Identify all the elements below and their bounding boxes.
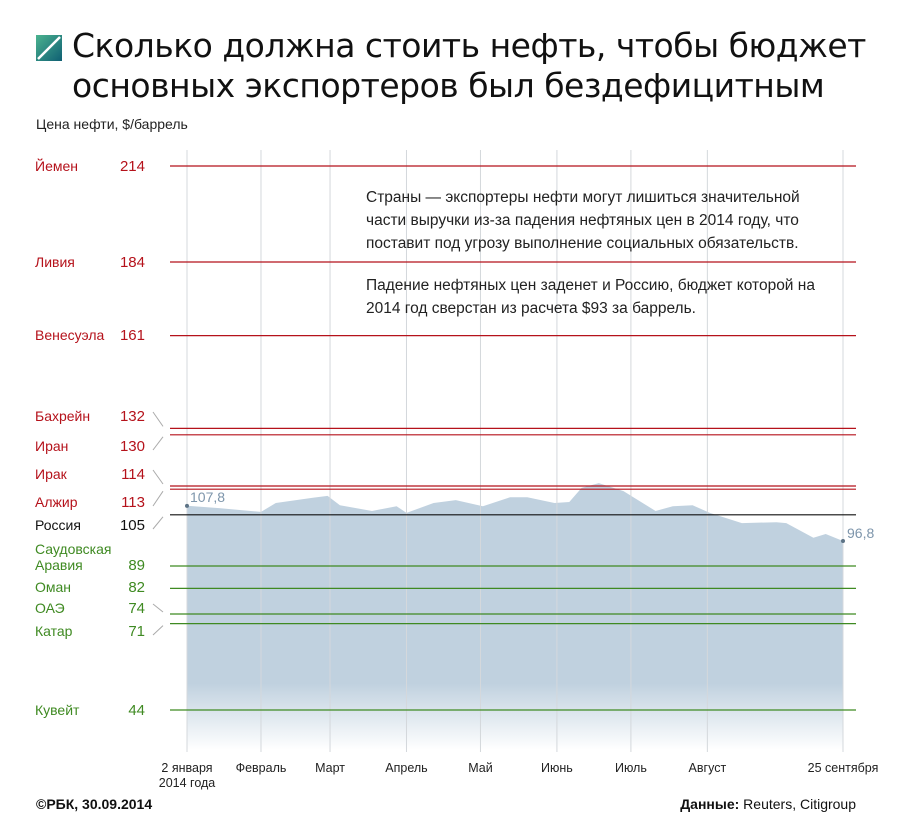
x-tick-label: Февраль: [236, 761, 287, 775]
country-label: Йемен: [35, 157, 78, 174]
connector-line: [152, 469, 164, 485]
connector-line: [152, 516, 164, 530]
country-label: Саудовская Аравия: [35, 541, 111, 573]
price-area: [187, 483, 843, 750]
country-label: Бахрейн: [35, 408, 90, 424]
data-source: Данные: Reuters, Citigroup: [680, 796, 856, 812]
start-point: [185, 503, 189, 508]
y-axis-label: Цена нефти, $/баррель: [36, 116, 188, 132]
x-tick-label: Май: [468, 761, 493, 775]
country-label: Оман: [35, 579, 71, 595]
x-tick-label: Август: [689, 761, 727, 775]
annotation-paragraph-1: Страны — экспортеры нефти могут лишиться…: [366, 189, 800, 252]
x-tick-label: Апрель: [385, 761, 427, 775]
country-label: Ирак: [35, 466, 68, 482]
breakeven-value-label: 71: [128, 623, 145, 640]
connector-line: [152, 436, 164, 451]
x-tick-label: 2 января 2014 года: [159, 761, 216, 790]
annotation-paragraph-2: Падение нефтяных цен заденет и Россию, б…: [366, 277, 815, 317]
breakeven-value-label: 44: [128, 702, 145, 719]
x-tick-label: Июль: [615, 761, 647, 775]
country-label: Венесуэла: [35, 327, 104, 343]
breakeven-value-label: 105: [120, 517, 145, 534]
breakeven-value-label: 184: [120, 254, 145, 271]
breakeven-value-label: 214: [120, 158, 145, 175]
rbc-logo-icon: [36, 35, 62, 61]
end-value-label: 96,8: [847, 525, 874, 541]
country-label: Кувейт: [35, 702, 80, 718]
country-label: Россия: [35, 517, 81, 533]
connector-line: [152, 411, 164, 427]
country-label: Катар: [35, 623, 73, 639]
breakeven-value-label: 132: [120, 408, 145, 425]
breakeven-value-label: 74: [128, 600, 145, 617]
country-label: Иран: [35, 438, 68, 454]
breakeven-value-label: 161: [120, 327, 145, 344]
connector-line: [152, 603, 164, 613]
connector-line: [152, 625, 164, 636]
breakeven-value-label: 82: [128, 579, 145, 596]
end-point: [841, 539, 845, 544]
breakeven-value-label: 130: [120, 438, 145, 455]
page-title: Сколько должна стоить нефть, чтобы бюдже…: [72, 26, 866, 105]
x-tick-label: Июнь: [541, 761, 573, 775]
x-tick-label: Март: [315, 761, 345, 775]
country-label: ОАЭ: [35, 600, 65, 616]
copyright: ©РБК, 30.09.2014: [36, 796, 153, 812]
country-label: Алжир: [35, 494, 78, 510]
breakeven-value-label: 113: [121, 494, 145, 511]
breakeven-value-label: 114: [121, 466, 145, 483]
breakeven-value-label: 89: [128, 557, 145, 574]
connector-line: [152, 490, 164, 507]
x-tick-label: 25 сентября: [808, 761, 879, 775]
start-value-label: 107,8: [190, 489, 225, 505]
country-label: Ливия: [35, 254, 75, 270]
source-label: Данные:: [680, 796, 740, 812]
source-value: Reuters, Citigroup: [743, 796, 856, 812]
